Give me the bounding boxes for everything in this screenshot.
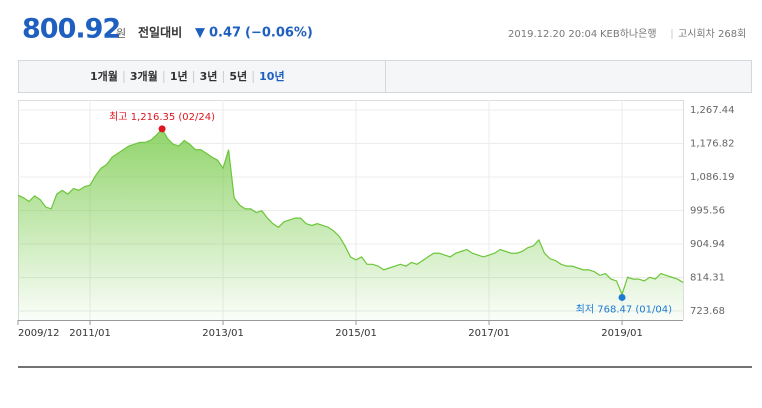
change-arrow: ▼ xyxy=(195,26,205,41)
tab[interactable]: 5년 xyxy=(229,69,247,83)
high-label: 최고 1,216.35 (02/24) xyxy=(109,111,215,123)
y-tick-label: 995.56 xyxy=(690,206,725,217)
area xyxy=(18,128,683,320)
change: 0.47 xyxy=(209,26,241,41)
y-tick-label: 1,267.44 xyxy=(690,105,735,116)
x-tick-label: 2015/01 xyxy=(335,328,377,339)
tab[interactable]: 1년 xyxy=(170,69,188,83)
y-tick-label: 723.68 xyxy=(690,306,725,317)
y-tick-label: 814.31 xyxy=(690,272,725,283)
tab[interactable]: 10년 xyxy=(259,69,284,83)
y-tick-label: 1,086.19 xyxy=(690,172,735,183)
bank: KEB하나은행 xyxy=(600,27,657,40)
unit: 원 xyxy=(116,27,126,40)
tab[interactable]: 3개월 xyxy=(130,69,158,83)
low-point xyxy=(618,293,626,301)
y-tick-label: 904.94 xyxy=(690,239,725,250)
change-pct: (−0.06%) xyxy=(245,26,313,41)
high-point xyxy=(158,125,166,133)
y-tick-label: 1,176.82 xyxy=(690,138,735,149)
change-label: 전일대비 xyxy=(138,25,182,40)
x-tick-label: 2009/12 xyxy=(18,328,60,339)
x-tick-label: 2013/01 xyxy=(202,328,244,339)
round: 고시회차 268회 xyxy=(678,28,746,40)
x-tick-label: 2011/01 xyxy=(69,328,111,339)
tab[interactable]: 3년 xyxy=(200,69,218,83)
low-label: 최저 768.47 (01/04) xyxy=(576,303,672,315)
x-tick-label: 2017/01 xyxy=(468,328,510,339)
timestamp: 2019.12.20 20:04 xyxy=(508,29,597,40)
tab[interactable]: 1개월 xyxy=(90,69,118,83)
x-tick-label: 2019/01 xyxy=(601,328,643,339)
line xyxy=(17,127,684,297)
price: 800.92 xyxy=(22,14,120,45)
